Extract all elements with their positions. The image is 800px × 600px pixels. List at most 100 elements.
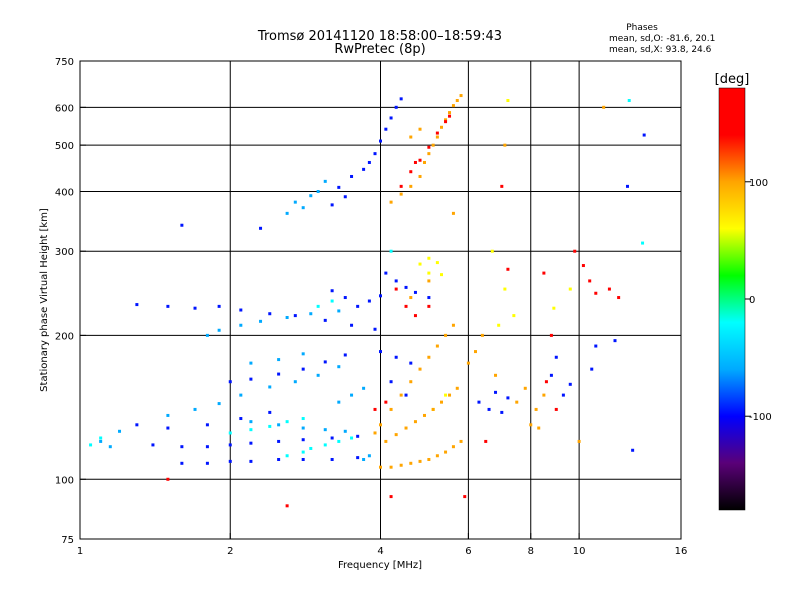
phase-x-stats: mean, sd,X: 93.8, 24.6: [609, 45, 712, 55]
data-point: [487, 407, 491, 411]
data-point: [544, 380, 548, 384]
data-point: [249, 361, 253, 365]
data-point: [205, 423, 209, 427]
y-tick-label: 600: [55, 103, 74, 114]
data-point: [350, 436, 354, 440]
chart-subtitle: RwPretec (8p): [334, 42, 425, 57]
data-point: [427, 152, 431, 156]
data-point: [617, 296, 621, 300]
phase-header: Phases: [626, 23, 658, 33]
axis-ticks: 1 2 4 6 8 10 16 75 100 200 300 400 500 600 750: [55, 57, 687, 557]
data-point: [427, 457, 431, 461]
data-point: [422, 160, 426, 164]
data-point: [529, 423, 533, 427]
y-tick-label: 500: [55, 141, 74, 152]
y-tick-label: 200: [55, 331, 74, 342]
data-point: [350, 174, 354, 178]
data-point: [180, 223, 184, 227]
data-point: [549, 373, 553, 377]
data-point: [277, 457, 281, 461]
data-point: [309, 446, 313, 450]
data-point: [554, 407, 558, 411]
data-point: [427, 296, 431, 300]
data-point: [205, 445, 209, 449]
data-point: [301, 438, 305, 442]
data-point: [343, 429, 347, 433]
data-point: [413, 160, 417, 164]
x-tick-label: 8: [528, 546, 534, 557]
data-point: [577, 439, 581, 443]
data-point: [444, 333, 448, 337]
data-point: [561, 393, 565, 397]
data-point: [473, 350, 477, 354]
data-point: [418, 174, 422, 178]
data-point: [367, 299, 371, 303]
data-point: [506, 396, 510, 400]
scatter-points: [89, 94, 646, 508]
data-point: [301, 206, 305, 210]
data-point: [389, 465, 393, 469]
data-point: [552, 306, 556, 310]
data-point: [455, 386, 459, 390]
data-point: [594, 291, 598, 295]
data-point: [228, 459, 232, 463]
data-point: [399, 393, 403, 397]
data-point: [568, 287, 572, 291]
colorbar-tick-label: 100: [749, 178, 768, 189]
data-point: [285, 315, 289, 319]
data-point: [193, 306, 197, 310]
data-point: [180, 461, 184, 465]
data-point: [534, 407, 538, 411]
data-point: [602, 105, 606, 109]
data-point: [309, 194, 313, 198]
data-point: [588, 279, 592, 283]
data-point: [362, 167, 366, 171]
data-point: [484, 439, 488, 443]
data-point: [435, 261, 439, 265]
colorbar-label: [deg]: [715, 72, 750, 87]
data-point: [228, 443, 232, 447]
data-point: [594, 344, 598, 348]
data-point: [399, 192, 403, 196]
data-point: [293, 314, 297, 318]
data-point: [337, 400, 341, 404]
data-point: [384, 127, 388, 131]
data-point: [418, 127, 422, 131]
data-point: [444, 393, 448, 397]
data-point: [389, 200, 393, 204]
data-point: [373, 407, 377, 411]
data-point: [444, 118, 448, 122]
data-point: [316, 373, 320, 377]
data-point: [316, 304, 320, 308]
data-point: [166, 477, 170, 481]
data-point: [389, 116, 393, 120]
data-point: [337, 185, 341, 189]
data-point: [490, 249, 494, 253]
data-point: [404, 304, 408, 308]
data-point: [451, 445, 455, 449]
data-point: [494, 373, 498, 377]
data-point: [394, 279, 398, 283]
data-point: [285, 454, 289, 458]
data-point: [404, 426, 408, 430]
data-point: [293, 380, 297, 384]
x-tick-label: 2: [227, 546, 233, 557]
y-tick-label: 750: [55, 57, 74, 68]
data-point: [394, 105, 398, 109]
data-point: [506, 99, 510, 103]
data-point: [373, 431, 377, 435]
data-point: [506, 267, 510, 271]
data-point: [362, 457, 366, 461]
data-point: [301, 450, 305, 454]
data-point: [373, 152, 377, 156]
colorbar: [718, 87, 746, 511]
data-point: [627, 99, 631, 103]
x-tick-label: 4: [377, 546, 383, 557]
data-point: [330, 289, 334, 293]
phase-o-stats: mean, sd,O: -81.6, 20.1: [609, 34, 715, 44]
data-point: [166, 304, 170, 308]
data-point: [642, 133, 646, 137]
data-point: [613, 339, 617, 343]
data-point: [323, 179, 327, 183]
